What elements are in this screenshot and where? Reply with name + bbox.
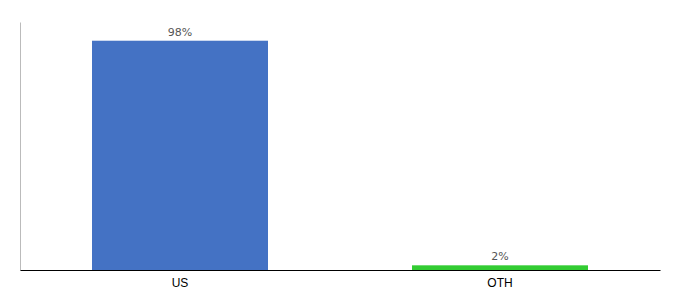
x-tick: OTH	[487, 276, 512, 290]
x-axis-line	[21, 270, 661, 271]
chart: US OTH 98% 2%	[0, 0, 680, 300]
bars	[92, 41, 588, 270]
x-tick: US	[172, 276, 189, 290]
y-axis-line	[20, 23, 21, 271]
x-tick-label: US	[172, 276, 189, 290]
y-axis	[20, 23, 21, 271]
x-axis: US OTH	[21, 271, 661, 290]
data-label: 2%	[491, 250, 508, 263]
data-label: 98%	[168, 26, 192, 39]
plot: US OTH 98% 2%	[21, 23, 661, 290]
bar	[92, 41, 268, 270]
data-labels: 98% 2%	[168, 26, 509, 264]
x-tick-label: OTH	[487, 276, 512, 290]
bar	[412, 265, 588, 270]
